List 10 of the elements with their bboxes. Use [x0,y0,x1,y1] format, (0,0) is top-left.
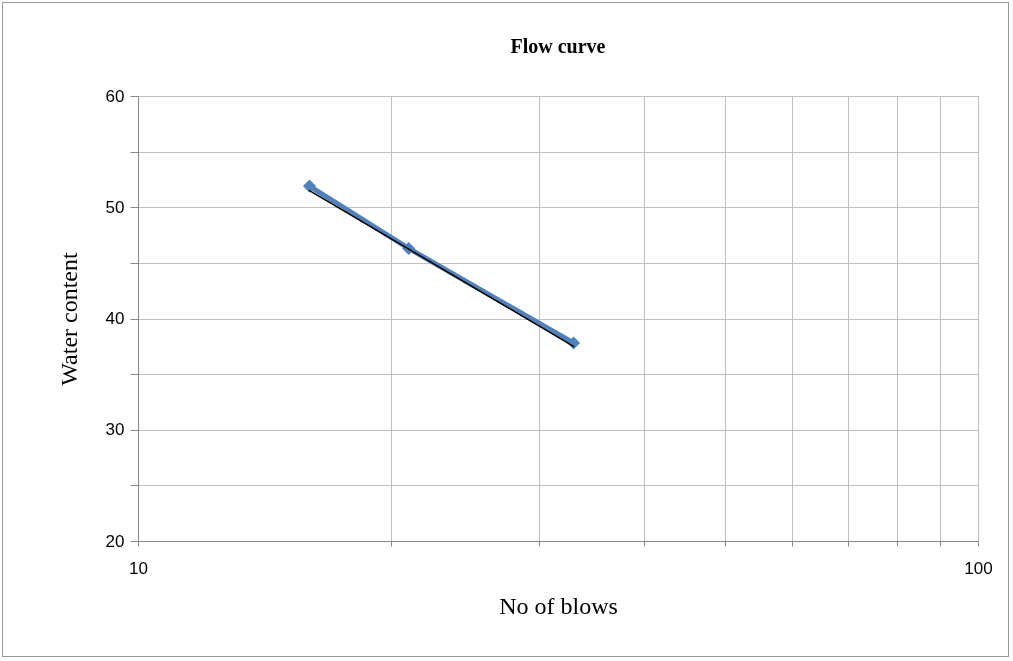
y-axis-title: Water content [55,252,82,386]
y-tick-label: 20 [105,531,125,551]
x-tick-label: 10 [129,558,148,578]
y-tick-label: 50 [105,197,125,217]
y-tick-label: 30 [105,420,125,440]
x-axis-title: No of blows [499,592,618,619]
chart-title: Flow curve [510,35,606,57]
y-tick-label: 60 [105,86,125,106]
y-tick-label: 40 [105,309,125,328]
x-tick-label: 100 [964,558,993,578]
